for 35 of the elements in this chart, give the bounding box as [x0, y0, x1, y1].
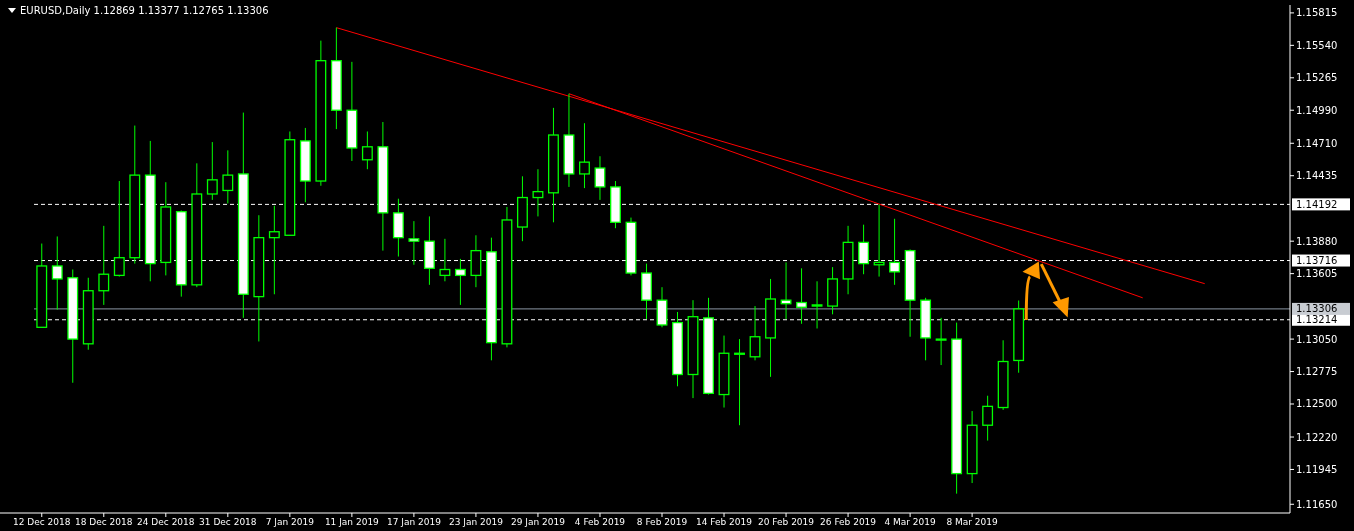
x-tick-label: 8 Mar 2019: [946, 517, 999, 527]
y-tick-label: 1.12220: [1296, 431, 1338, 443]
y-tick-label: 1.13050: [1296, 333, 1338, 345]
ref-line-label: 1.14192: [1296, 198, 1338, 210]
x-tick-label: 11 Jan 2019: [324, 517, 380, 527]
y-tick-label: 1.14990: [1296, 104, 1338, 116]
x-tick-label: 24 Dec 2018: [137, 517, 195, 527]
y-tick-label: 1.12775: [1296, 366, 1338, 378]
x-tick-label: 7 Jan 2019: [265, 517, 315, 527]
x-tick-label: 8 Feb 2019: [636, 517, 688, 527]
x-tick-label: 29 Jan 2019: [510, 517, 566, 527]
y-tick-label: 1.14435: [1296, 170, 1338, 182]
x-tick-label: 26 Feb 2019: [820, 517, 877, 527]
x-tick-label: 12 Dec 2018: [13, 517, 71, 527]
ref-line-label: 1.13214: [1296, 314, 1338, 326]
y-tick-label: 1.11650: [1296, 498, 1338, 510]
x-tick-label: 18 Dec 2018: [75, 517, 133, 527]
y-tick-label: 1.15265: [1296, 72, 1338, 84]
ref-line-label: 1.13306: [1296, 303, 1338, 315]
x-tick-label: 14 Feb 2019: [696, 517, 753, 527]
x-tick-label: 20 Feb 2019: [758, 517, 815, 527]
x-tick-label: 4 Mar 2019: [884, 517, 937, 527]
y-tick-label: 1.15540: [1296, 39, 1338, 51]
y-tick-label: 1.14710: [1296, 137, 1338, 149]
ref-line-label: 1.13716: [1296, 255, 1338, 267]
y-tick-label: 1.11945: [1296, 463, 1338, 475]
y-tick-label: 1.13605: [1296, 268, 1338, 280]
x-tick-label: 23 Jan 2019: [448, 517, 504, 527]
x-tick-label: 31 Dec 2018: [199, 517, 257, 527]
x-tick-label: 17 Jan 2019: [386, 517, 442, 527]
y-tick-label: 1.15815: [1296, 7, 1338, 19]
x-tick-label: 4 Feb 2019: [574, 517, 626, 527]
y-tick-label: 1.13880: [1296, 235, 1338, 247]
chart-title: EURUSD,Daily 1.12869 1.13377 1.12765 1.13306: [20, 5, 269, 16]
y-tick-label: 1.12500: [1296, 398, 1338, 410]
